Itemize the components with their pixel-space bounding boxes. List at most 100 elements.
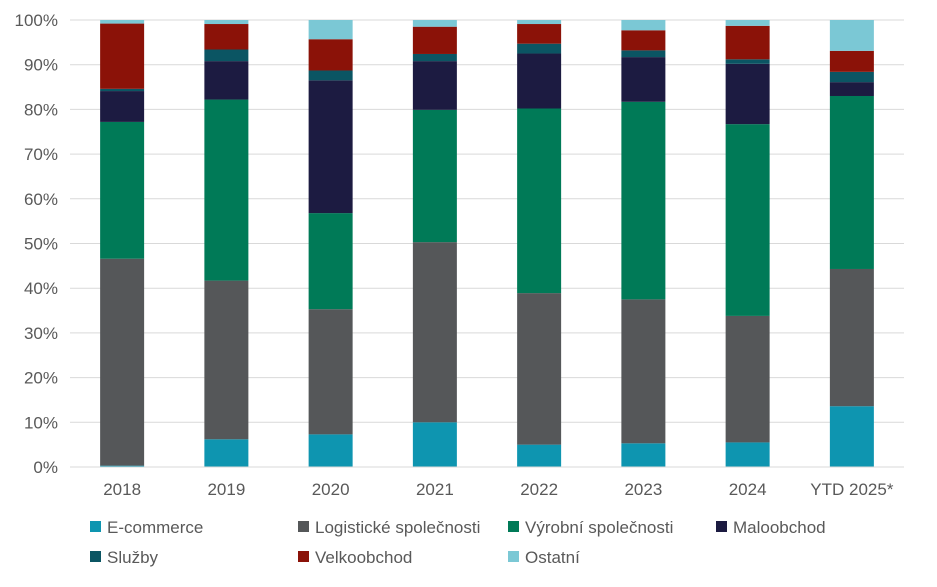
bar-segment-e-commerce-2023 [621, 443, 666, 467]
bar-segment-logisticke-spolecnosti-2022 [517, 293, 562, 445]
bar-segment-vyrobni-spolecnosti-2021 [412, 109, 457, 243]
x-tick-label: 2019 [207, 480, 245, 499]
bar-segment-logisticke-spolecnosti-2019 [204, 280, 249, 440]
bar-segment-velkoobchod-2020 [308, 39, 353, 71]
x-tick-label: 2020 [312, 480, 350, 499]
bar-segment-velkoobchod-2023 [621, 30, 666, 51]
y-tick-label: 90% [24, 56, 58, 75]
legend-label: Maloobchod [733, 518, 826, 537]
legend-item-logisticke-spolecnosti: Logistické společnosti [298, 518, 480, 537]
legend-label: Logistické společnosti [315, 518, 480, 537]
legend-label: E-commerce [107, 518, 203, 537]
legend-swatch [508, 521, 519, 532]
legend-item-vyrobni-spolecnosti: Výrobní společnosti [508, 518, 673, 537]
bar-segment-velkoobchod-2021 [412, 26, 457, 54]
bar-segment-logisticke-spolecnosti-2024 [725, 315, 770, 443]
bar-segment-vyrobni-spolecnosti-2018 [100, 121, 145, 259]
bar-segment-ostatni-2018 [100, 20, 145, 24]
bar-segment-sluzby-2022 [517, 43, 562, 54]
legend-label: Velkoobchod [315, 548, 412, 567]
bar-segment-maloobchod-2024 [725, 63, 770, 125]
x-tick-label: 2023 [624, 480, 662, 499]
bar-segment-ostatni-2021 [412, 20, 457, 27]
y-tick-label: 60% [24, 190, 58, 209]
bar-segment-velkoobchod-2019 [204, 24, 249, 50]
bar-segment-velkoobchod-ytd-2025 [829, 50, 874, 72]
bar-segment-vyrobni-spolecnosti-2023 [621, 101, 666, 300]
x-tick-label: 2022 [520, 480, 558, 499]
bar-segment-ostatni-2020 [308, 20, 353, 40]
bar-segment-logisticke-spolecnosti-2021 [412, 242, 457, 423]
bar-segment-maloobchod-2022 [517, 53, 562, 109]
bar-segment-vyrobni-spolecnosti-2019 [204, 99, 249, 281]
bar-segment-maloobchod-2020 [308, 80, 353, 214]
bar-segment-sluzby-ytd-2025 [829, 71, 874, 83]
bar-segment-sluzby-2023 [621, 50, 666, 58]
bar-segment-sluzby-2021 [412, 53, 457, 62]
bar-segment-sluzby-2024 [725, 59, 770, 64]
bar-segment-e-commerce-2024 [725, 442, 770, 467]
legend-item-velkoobchod: Velkoobchod [298, 548, 412, 567]
legend-swatch [298, 551, 309, 562]
bar-segment-vyrobni-spolecnosti-2022 [517, 108, 562, 294]
bar-segment-velkoobchod-2018 [100, 23, 145, 89]
y-tick-label: 80% [24, 100, 58, 119]
bar-segment-e-commerce-ytd-2025 [829, 406, 874, 467]
legend-label: Výrobní společnosti [525, 518, 673, 537]
legend-item-maloobchod: Maloobchod [716, 518, 826, 537]
y-tick-label: 30% [24, 324, 58, 343]
bar-segment-vyrobni-spolecnosti-ytd-2025 [829, 95, 874, 269]
bar-segment-velkoobchod-2022 [517, 24, 562, 44]
bar-segment-maloobchod-2019 [204, 61, 249, 100]
bar-segment-ostatni-2024 [725, 20, 770, 26]
x-tick-label: 2018 [103, 480, 141, 499]
axes: 0% 10% 20% 30% 40% 50% 60% 70% 80% 90% 100% 2018 201… [15, 11, 904, 499]
legend-swatch [508, 551, 519, 562]
bar-segment-e-commerce-2018 [100, 465, 145, 467]
x-tick-label: 2024 [729, 480, 767, 499]
bar-segment-maloobchod-2023 [621, 57, 666, 102]
bar-segment-logisticke-spolecnosti-ytd-2025 [829, 268, 874, 407]
bar-segment-ostatni-ytd-2025 [829, 20, 874, 51]
bar-segment-ostatni-2019 [204, 20, 249, 25]
bar-segment-vyrobni-spolecnosti-2020 [308, 213, 353, 310]
bar-segment-sluzby-2018 [100, 88, 145, 92]
bar-segment-logisticke-spolecnosti-2023 [621, 299, 666, 444]
bar-segment-e-commerce-2019 [204, 439, 249, 467]
x-tick-label: YTD 2025* [810, 480, 894, 499]
bar-segment-e-commerce-2022 [517, 444, 562, 467]
x-tick-label: 2021 [416, 480, 454, 499]
bar-segment-sluzby-2020 [308, 70, 353, 81]
y-tick-label: 10% [24, 413, 58, 432]
y-tick-label: 20% [24, 369, 58, 388]
legend-label: Služby [107, 548, 159, 567]
bar-segment-vyrobni-spolecnosti-2024 [725, 124, 770, 316]
bar-segment-maloobchod-ytd-2025 [829, 82, 874, 96]
bar-segment-e-commerce-2020 [308, 434, 353, 467]
legend-item-ostatni: Ostatní [508, 548, 580, 567]
legend-label: Ostatní [525, 548, 580, 567]
bar-segment-logisticke-spolecnosti-2018 [100, 258, 145, 466]
bar-segment-maloobchod-2018 [100, 91, 145, 122]
bar-segment-ostatni-2022 [517, 20, 562, 25]
bar-segment-logisticke-spolecnosti-2020 [308, 309, 353, 435]
y-tick-label: 0% [33, 458, 58, 477]
legend-item-e-commerce: E-commerce [90, 518, 203, 537]
bar-segment-e-commerce-2021 [412, 422, 457, 467]
legend-swatch [716, 521, 727, 532]
bar-segment-ostatni-2023 [621, 20, 666, 31]
bar-segment-sluzby-2019 [204, 49, 249, 62]
bar-segment-maloobchod-2021 [412, 61, 457, 110]
y-tick-label: 100% [15, 11, 58, 30]
bar-segment-velkoobchod-2024 [725, 25, 770, 60]
y-tick-label: 70% [24, 145, 58, 164]
gridlines [70, 19, 904, 468]
y-tick-label: 40% [24, 279, 58, 298]
legend-swatch [90, 551, 101, 562]
legend-swatch [298, 521, 309, 532]
legend-swatch [90, 521, 101, 532]
legend-item-sluzby: Služby [90, 548, 159, 567]
y-tick-label: 50% [24, 235, 58, 254]
